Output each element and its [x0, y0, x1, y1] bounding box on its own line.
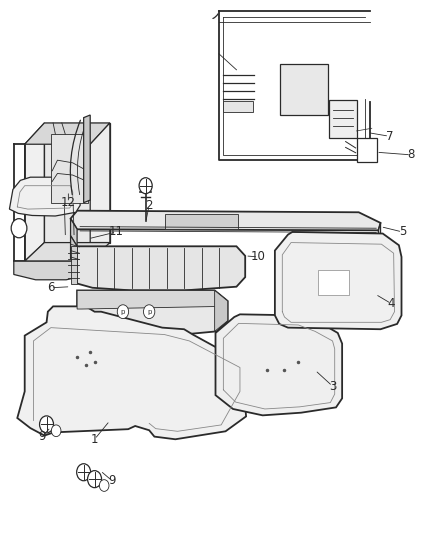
Circle shape	[88, 473, 98, 484]
Polygon shape	[90, 123, 110, 243]
Polygon shape	[77, 246, 245, 290]
Polygon shape	[10, 177, 80, 216]
FancyBboxPatch shape	[329, 100, 357, 138]
Text: 9: 9	[39, 430, 46, 443]
FancyBboxPatch shape	[223, 101, 253, 112]
Text: 11: 11	[109, 225, 124, 238]
Polygon shape	[280, 64, 328, 115]
Polygon shape	[71, 246, 77, 284]
Polygon shape	[25, 123, 44, 261]
Circle shape	[139, 177, 152, 193]
Circle shape	[144, 305, 155, 319]
Circle shape	[77, 464, 91, 481]
Polygon shape	[71, 211, 381, 230]
Circle shape	[117, 305, 129, 319]
Polygon shape	[71, 219, 77, 246]
Text: 9: 9	[108, 474, 116, 487]
Polygon shape	[215, 290, 228, 332]
FancyBboxPatch shape	[165, 214, 238, 229]
Polygon shape	[71, 236, 77, 268]
Polygon shape	[44, 123, 110, 243]
Text: 1: 1	[91, 433, 98, 446]
Text: 2: 2	[145, 199, 153, 212]
Text: 3: 3	[329, 379, 336, 393]
Polygon shape	[71, 290, 228, 336]
Polygon shape	[14, 261, 90, 280]
Text: 12: 12	[61, 196, 76, 209]
Polygon shape	[275, 232, 402, 329]
Text: 7: 7	[385, 130, 393, 143]
Circle shape	[39, 416, 53, 433]
Text: 8: 8	[407, 148, 415, 161]
Polygon shape	[17, 306, 249, 439]
Polygon shape	[378, 223, 381, 245]
Text: 5: 5	[399, 225, 406, 238]
Circle shape	[51, 425, 61, 437]
Polygon shape	[25, 123, 110, 144]
Text: 4: 4	[388, 297, 395, 310]
Text: 10: 10	[251, 251, 266, 263]
Polygon shape	[25, 243, 110, 261]
FancyBboxPatch shape	[318, 270, 349, 295]
FancyBboxPatch shape	[357, 139, 377, 162]
Text: p: p	[147, 309, 152, 314]
Circle shape	[99, 480, 109, 491]
Text: 6: 6	[47, 281, 55, 294]
Polygon shape	[215, 314, 342, 415]
Polygon shape	[77, 290, 228, 309]
Polygon shape	[84, 115, 90, 203]
Text: p: p	[121, 309, 125, 314]
Polygon shape	[51, 134, 88, 203]
Circle shape	[88, 471, 102, 488]
Circle shape	[11, 219, 27, 238]
